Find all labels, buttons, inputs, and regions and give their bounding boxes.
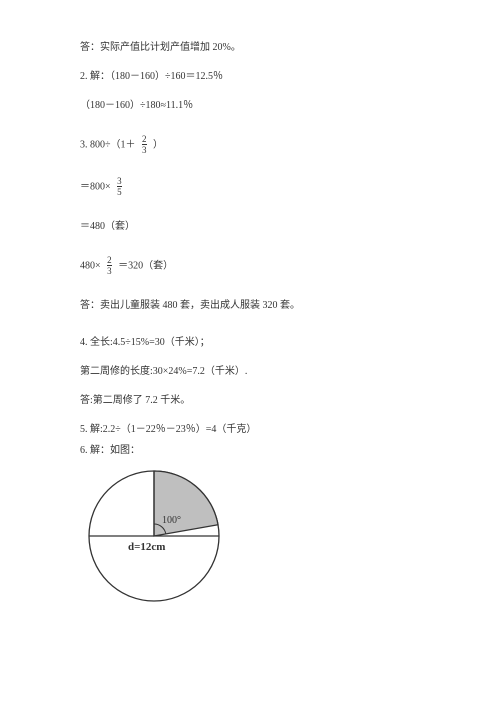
fraction-den: 5	[117, 186, 122, 197]
fraction-2-3: 2 3	[142, 135, 147, 155]
answer-line-8: 答：卖出儿童服装 480 套，卖出成人服装 320 套。	[80, 298, 435, 313]
text-fragment: 3. 800÷（1＋	[80, 139, 136, 150]
solution-line-13: 6. 解：如图：	[80, 443, 435, 458]
solution-line-5: ＝800× 3 5	[80, 177, 435, 197]
fraction-num: 3	[117, 177, 122, 186]
solution-line-4: 3. 800÷（1＋ 2 3 ）	[80, 135, 435, 155]
solution-line-7: 480× 2 3 ＝320（套）	[80, 256, 435, 276]
text-fragment: ＝320（套）	[118, 260, 173, 271]
fraction-den: 3	[107, 265, 112, 276]
solution-line-12: 5. 解:2.2÷（1－22％－23％）=4（千克）	[80, 422, 435, 437]
answer-line-11: 答:第二周修了 7.2 千米。	[80, 393, 435, 408]
circle-diagram: 100° d=12cm	[84, 466, 224, 611]
fraction-3-5: 3 5	[117, 177, 122, 197]
circle-svg: 100° d=12cm	[84, 466, 224, 606]
fraction-den: 3	[142, 144, 147, 155]
text-fragment: ）	[153, 139, 163, 150]
circle-sector	[154, 471, 218, 536]
fraction-num: 2	[107, 256, 112, 265]
answer-line-1: 答：实际产值比计划产值增加 20%。	[80, 40, 435, 55]
text-fragment: 480×	[80, 260, 101, 271]
fraction-num: 2	[142, 135, 147, 144]
solution-line-10: 第二周修的长度:30×24%=7.2（千米）.	[80, 364, 435, 379]
fraction-2-3-b: 2 3	[107, 256, 112, 276]
solution-line-3: （180－160）÷180≈11.1％	[80, 98, 435, 113]
solution-line-2: 2. 解：（180－160）÷160＝12.5％	[80, 69, 435, 84]
diameter-label: d=12cm	[128, 541, 165, 553]
document-page: 答：实际产值比计划产值增加 20%。 2. 解：（180－160）÷160＝12…	[0, 0, 500, 631]
angle-label: 100°	[162, 515, 181, 526]
solution-line-6: ＝480（套）	[80, 219, 435, 234]
text-fragment: ＝800×	[80, 181, 111, 192]
solution-line-9: 4. 全长:4.5÷15%=30（千米）；	[80, 335, 435, 350]
